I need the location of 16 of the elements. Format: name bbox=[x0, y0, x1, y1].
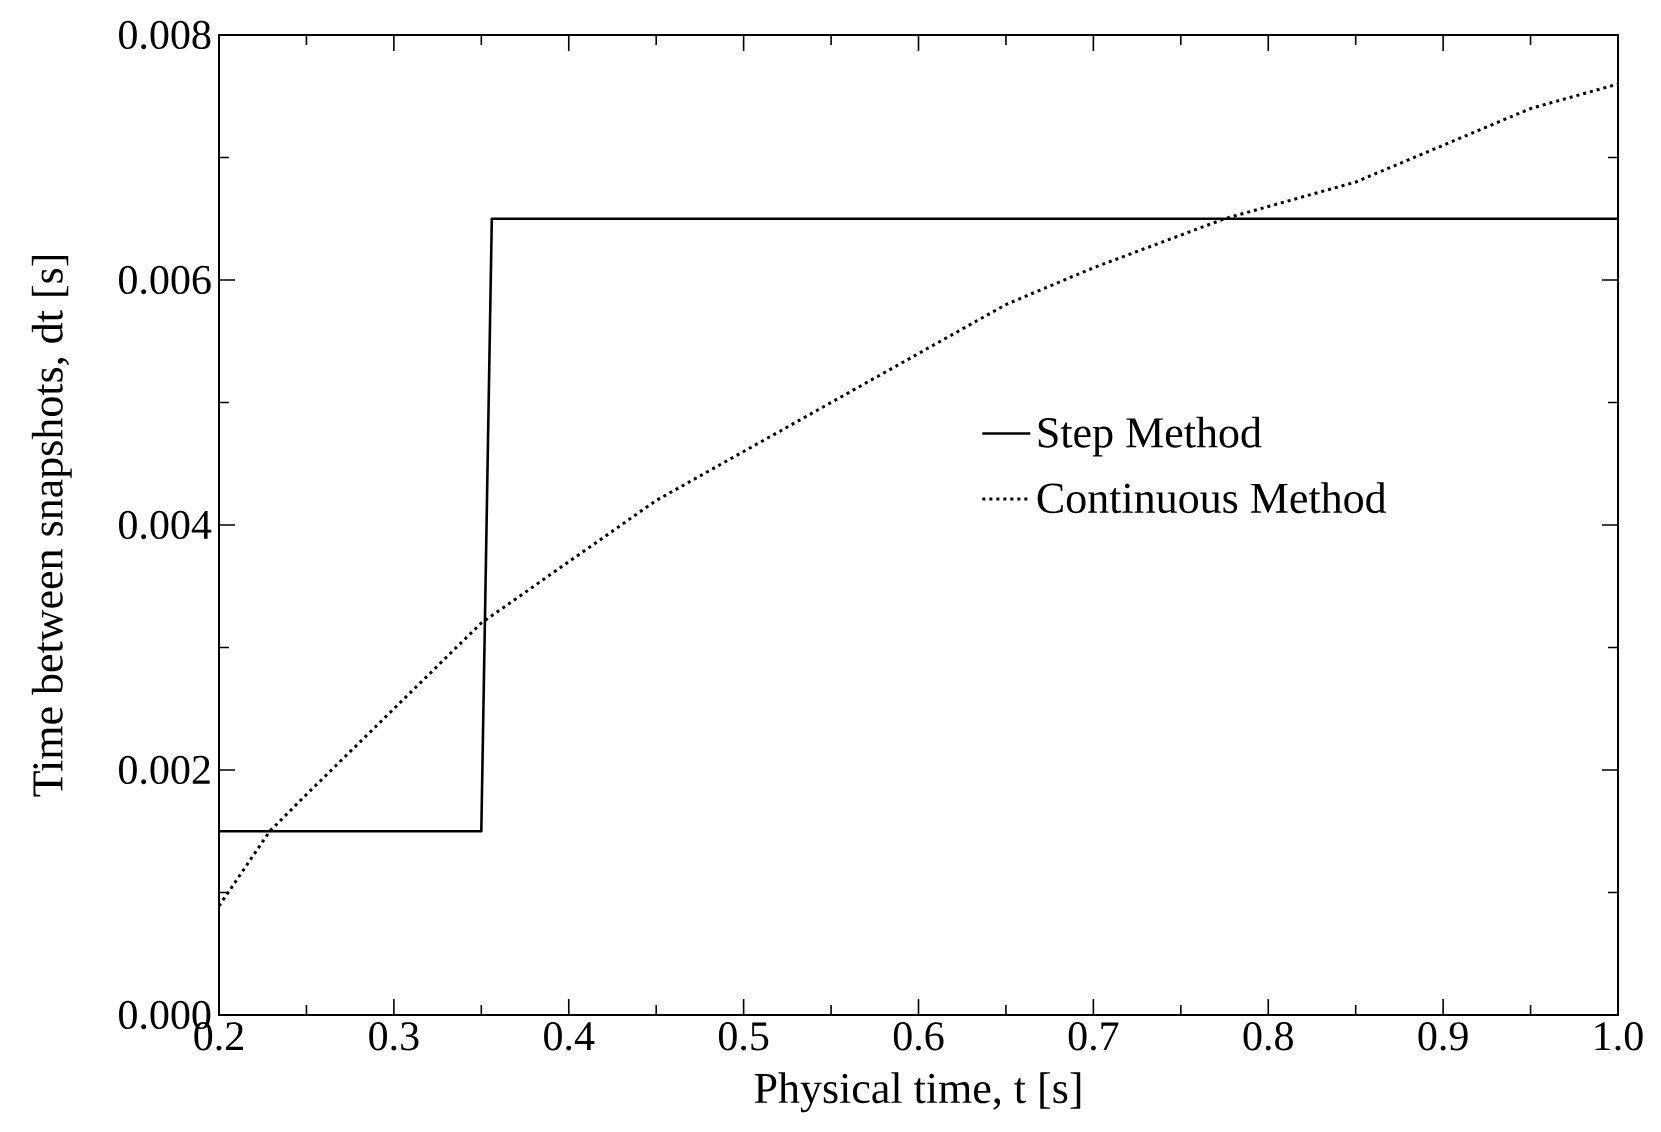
x-tick-label: 0.4 bbox=[544, 1022, 595, 1051]
x-tick-label: 0.3 bbox=[369, 1022, 419, 1051]
x-tick-label: 0.8 bbox=[1243, 1022, 1293, 1051]
x-tick-label: 1.0 bbox=[1595, 1022, 1643, 1051]
legend-label: Step Method bbox=[1038, 416, 1262, 457]
y-tick-label: 0.004 bbox=[119, 510, 212, 540]
y-tick-label: 0.008 bbox=[119, 20, 211, 50]
y-axis-title: Time between snapshots, dt [s] bbox=[31, 255, 72, 797]
x-axis-title: Physical time, t [s] bbox=[754, 1072, 1081, 1113]
x-tick-label: 0.5 bbox=[718, 1022, 769, 1051]
y-tick-label: 0.006 bbox=[119, 265, 211, 295]
y-tick-label: 0.002 bbox=[119, 755, 210, 785]
x-tick-label: 0.9 bbox=[1418, 1022, 1468, 1051]
x-tick-label: 0.7 bbox=[1068, 1022, 1119, 1051]
legend-label: Continuous Method bbox=[1037, 482, 1387, 514]
x-tick-label: 0.6 bbox=[893, 1022, 944, 1051]
